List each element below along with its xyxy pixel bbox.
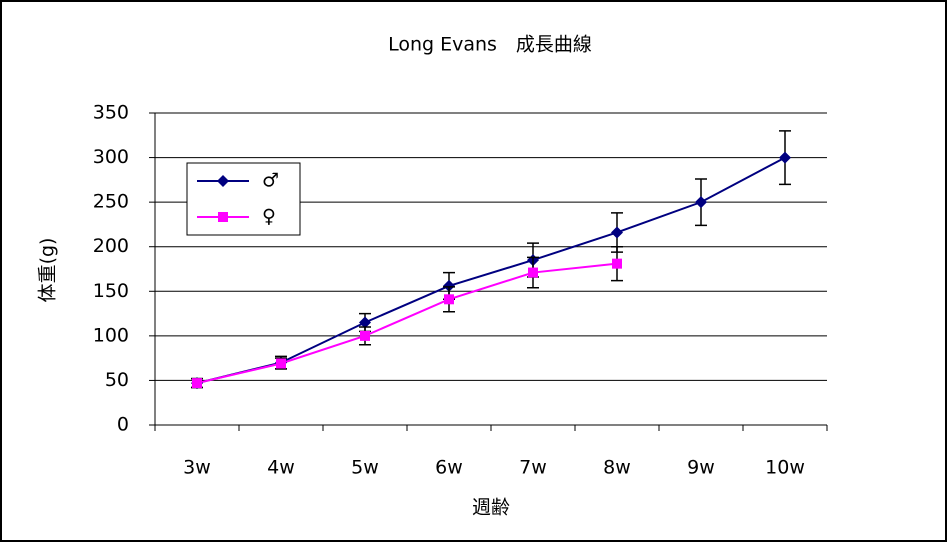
y-tick-label: 100 [93, 324, 129, 346]
data-point [611, 226, 623, 239]
x-tick-label: 7w [519, 457, 547, 479]
x-tick-label: 8w [603, 457, 631, 479]
data-point [359, 316, 371, 329]
y-tick-label: 0 [117, 414, 129, 436]
data-point [443, 279, 455, 292]
series-line [196, 262, 618, 385]
data-point [695, 196, 707, 209]
chart-title: Long Evans 成長曲線 [388, 34, 592, 56]
y-tick-label: 300 [93, 146, 129, 168]
data-point [276, 358, 286, 369]
x-tick-label: 10w [765, 457, 805, 479]
legend-box [186, 162, 301, 236]
y-axis-label: 体重(g) [37, 238, 59, 303]
data-point [192, 378, 202, 389]
data-point [217, 175, 229, 187]
data-point [612, 258, 622, 269]
x-tick-label: 5w [351, 457, 379, 479]
data-point [360, 330, 370, 341]
y-tick-label: 200 [93, 235, 129, 257]
x-axis-label: 週齢 [472, 497, 510, 519]
data-point [528, 267, 538, 278]
x-tick-label: 6w [435, 457, 463, 479]
legend-label: ♀ [262, 206, 276, 228]
y-tick-label: 50 [105, 369, 129, 391]
data-point [444, 294, 454, 305]
data-point [779, 151, 791, 164]
legend-label: ♂ [262, 170, 279, 192]
y-tick-label: 250 [93, 191, 129, 213]
series-line [196, 156, 786, 385]
y-tick-label: 350 [93, 102, 129, 124]
x-tick-label: 3w [183, 457, 211, 479]
data-point [218, 212, 228, 222]
y-tick-label: 150 [93, 280, 129, 302]
x-tick-label: 4w [267, 457, 295, 479]
x-tick-label: 9w [687, 457, 715, 479]
